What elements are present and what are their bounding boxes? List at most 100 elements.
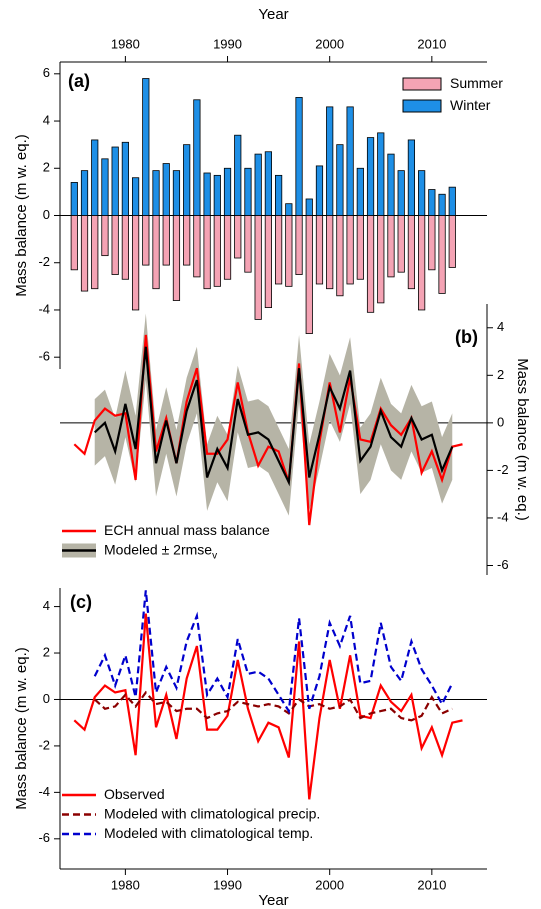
bar — [80, 170, 89, 216]
bar — [418, 170, 426, 216]
y-tick-label: -2 — [38, 737, 50, 752]
y-tick-label: 4 — [497, 319, 504, 334]
bar — [356, 167, 364, 216]
bar — [223, 167, 232, 216]
bar — [397, 215, 405, 273]
legend-text: ECH annual mass balance — [104, 522, 270, 538]
bar — [448, 215, 456, 268]
bar — [264, 151, 272, 216]
bar — [428, 189, 436, 216]
bar — [387, 215, 395, 278]
legend-label: Winter — [450, 97, 491, 113]
x-tick-label: 2000 — [315, 877, 344, 892]
legend-swatch — [402, 99, 442, 113]
bar — [305, 198, 313, 216]
bar — [213, 215, 221, 287]
bar — [101, 158, 109, 216]
x-tick-label: 1980 — [111, 36, 140, 51]
y-tick-label: 6 — [43, 65, 50, 80]
bar — [70, 182, 78, 216]
bar — [407, 139, 416, 216]
bar — [234, 134, 242, 216]
bar — [162, 215, 170, 266]
bar — [346, 215, 354, 285]
y-tick-label: 4 — [43, 598, 50, 613]
legend-text: Modeled with climatological precip. — [104, 805, 320, 821]
bar — [244, 215, 252, 273]
bar — [101, 215, 109, 257]
bar — [326, 215, 334, 290]
legend-text: Winter — [450, 97, 491, 113]
y-tick-label: 0 — [43, 691, 50, 706]
bar — [315, 165, 324, 216]
bar — [438, 215, 446, 294]
y-tick-label: -4 — [38, 784, 50, 799]
x-tick-label: 1990 — [213, 877, 242, 892]
bar — [285, 215, 293, 287]
bar — [183, 144, 191, 216]
legend-text: Observed — [104, 786, 165, 802]
bar — [172, 170, 181, 216]
bar — [183, 215, 191, 266]
y-tick-label: 0 — [497, 414, 504, 429]
y-tick-label: -6 — [497, 557, 509, 572]
bar — [346, 106, 354, 216]
bar — [254, 153, 262, 216]
bar — [438, 193, 446, 216]
y-tick-label: -2 — [497, 462, 509, 477]
bar — [121, 141, 129, 216]
bar — [172, 215, 181, 301]
error-band — [94, 313, 453, 516]
bar — [418, 215, 426, 311]
bar — [111, 215, 119, 275]
y-tick-label: -2 — [38, 254, 50, 269]
bar — [193, 99, 201, 216]
bar — [275, 215, 283, 285]
y-tick-label: -4 — [38, 301, 50, 316]
x-tick-label: 1990 — [213, 36, 242, 51]
legend-text: Summer — [450, 75, 503, 91]
bar — [305, 215, 313, 334]
bar — [70, 215, 78, 271]
bar — [162, 163, 170, 216]
bar — [326, 106, 334, 216]
bar — [387, 153, 395, 216]
bar — [142, 78, 150, 216]
legend-text: Modeled ± 2rmse — [104, 541, 212, 557]
bar — [254, 215, 262, 320]
legend-label: Observed — [104, 786, 165, 802]
panel-label: (b) — [455, 327, 478, 347]
bar — [193, 215, 201, 278]
x-tick-label: 2000 — [315, 36, 344, 51]
bar — [275, 174, 283, 216]
y-tick-label: 0 — [43, 207, 50, 222]
bar — [91, 215, 99, 290]
bar — [336, 144, 344, 216]
bar — [152, 170, 160, 216]
y-tick-label: -4 — [497, 509, 509, 524]
bar — [152, 215, 160, 290]
series-line — [73, 334, 463, 526]
x-axis-label: Year — [258, 6, 288, 23]
x-tick-label: 2010 — [417, 877, 446, 892]
bar — [315, 215, 324, 285]
bar — [142, 215, 150, 266]
bar — [264, 215, 272, 308]
x-tick-label: 1980 — [111, 877, 140, 892]
bar — [131, 177, 140, 216]
bar — [80, 215, 89, 292]
bar — [91, 139, 99, 216]
bar — [223, 215, 232, 280]
bar — [244, 167, 252, 216]
bar — [428, 215, 436, 271]
bar — [203, 172, 211, 216]
x-tick-label: 2010 — [417, 36, 446, 51]
series-line — [93, 346, 454, 487]
series-line — [93, 590, 454, 715]
bar — [366, 215, 375, 313]
bar — [448, 186, 456, 216]
bar — [111, 146, 119, 216]
bar — [336, 215, 344, 297]
bar — [285, 203, 293, 216]
